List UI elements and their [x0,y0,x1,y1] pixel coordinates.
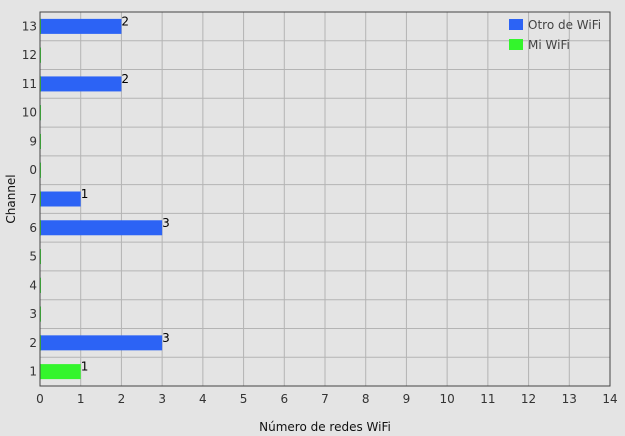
data-label: 2 [121,14,129,28]
x-axis-title: Número de redes WiFi [259,420,391,434]
x-tick-label: 4 [199,392,207,406]
y-tick-label: 2 [29,336,37,350]
data-label: 1 [81,360,89,374]
x-tick-label: 11 [480,392,495,406]
legend-swatch [509,39,523,50]
y-tick-label: 1 [29,365,37,379]
legend-label: Mi WiFi [528,38,570,52]
legend-swatch [509,19,523,30]
x-tick-label: 7 [321,392,329,406]
y-tick-label: 6 [29,221,37,235]
bar [40,191,81,207]
x-tick-label: 12 [521,392,536,406]
bar [40,76,122,92]
y-tick-label: 13 [22,19,37,33]
data-label: 2 [121,72,129,86]
y-tick-label: 11 [22,77,37,91]
y-axis-title: Channel [4,174,18,223]
bar [40,335,163,351]
x-tick-label: 5 [240,392,248,406]
y-tick-label: 0 [29,163,37,177]
x-tick-label: 2 [118,392,126,406]
data-labels: 1 3 3 1 2 2 [81,14,170,373]
bars [40,18,163,380]
x-tick-label: 13 [562,392,577,406]
x-tick-label: 14 [602,392,617,406]
y-tick-label: 3 [29,307,37,321]
y-tick-label: 4 [29,278,37,292]
data-label: 3 [162,216,170,230]
legend: Otro de WiFi Mi WiFi [509,18,601,52]
x-tick-label: 10 [440,392,455,406]
y-tick-label: 9 [29,134,37,148]
x-tick-label: 0 [36,392,44,406]
bar [40,364,81,380]
grid-lines [39,11,611,387]
y-tick-label: 7 [29,192,37,206]
x-tick-labels: 0 1 2 3 4 5 6 7 8 9 10 11 12 13 14 [36,392,617,406]
y-tick-label: 12 [22,48,37,62]
x-tick-label: 9 [403,392,411,406]
x-tick-label: 6 [280,392,288,406]
bar [40,18,122,34]
bar [40,220,163,236]
x-tick-label: 1 [77,392,85,406]
x-tick-label: 8 [362,392,370,406]
plot-frame [39,11,611,387]
y-tick-label: 10 [22,106,37,120]
x-tick-label: 3 [158,392,166,406]
y-tick-label: 5 [29,250,37,264]
data-label: 1 [81,187,89,201]
legend-label: Otro de WiFi [528,18,601,32]
data-label: 3 [162,331,170,345]
